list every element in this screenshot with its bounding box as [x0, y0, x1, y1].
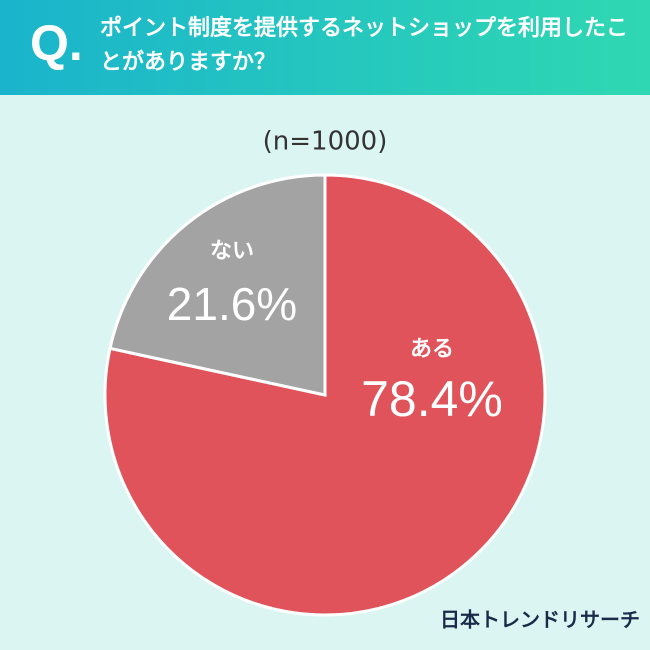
question-mark: Q. [30, 15, 83, 71]
pie-slice [108, 173, 327, 397]
slice-category: ない [210, 239, 254, 264]
chart-subtitle: (n=1000) [263, 127, 388, 157]
header: Q. ポイント制度を提供するネットショップを利用したことがありますか？ [0, 0, 650, 95]
slice-value-label: 21.6% [167, 278, 297, 330]
source: 日本トレンドリサーチ [440, 608, 640, 632]
slice-category: ある [410, 337, 454, 362]
slice-value-label: 78.4% [361, 371, 503, 427]
chart-title: ポイント制度を提供するネットショップを利用したことがありますか？ [100, 16, 629, 75]
